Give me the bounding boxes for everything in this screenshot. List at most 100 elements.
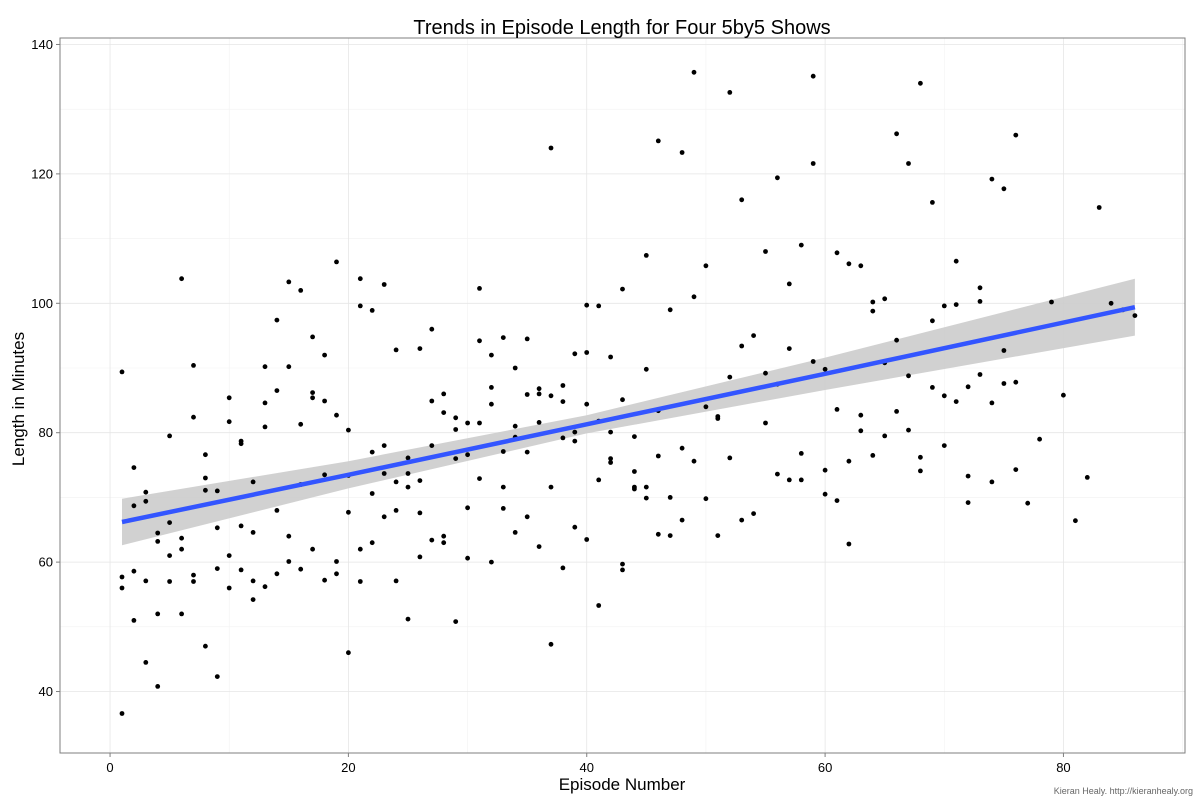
data-point — [167, 434, 172, 439]
data-point — [990, 480, 995, 485]
data-point — [620, 562, 625, 567]
data-point — [406, 617, 411, 622]
data-point — [561, 566, 566, 571]
x-axis-title: Episode Number — [559, 775, 686, 794]
data-point — [441, 392, 446, 397]
data-point — [227, 419, 232, 424]
data-point — [561, 436, 566, 441]
data-point — [501, 506, 506, 511]
data-point — [418, 478, 423, 483]
data-point — [418, 511, 423, 516]
data-point — [358, 547, 363, 552]
data-point — [644, 253, 649, 258]
data-point — [894, 409, 899, 414]
data-point — [227, 553, 232, 558]
y-tick-label: 140 — [31, 37, 53, 52]
data-point — [727, 456, 732, 461]
data-point — [572, 430, 577, 435]
data-point — [334, 559, 339, 564]
data-point — [894, 131, 899, 136]
data-point — [477, 421, 482, 426]
data-point — [120, 586, 125, 591]
data-point — [275, 388, 280, 393]
data-point — [549, 393, 554, 398]
data-point — [990, 401, 995, 406]
data-point — [334, 571, 339, 576]
data-point — [239, 441, 244, 446]
data-point — [215, 674, 220, 679]
data-point — [954, 259, 959, 264]
x-tick-label: 40 — [580, 760, 594, 775]
data-point — [453, 619, 458, 624]
data-point — [751, 333, 756, 338]
data-point — [847, 459, 852, 464]
data-point — [692, 294, 697, 299]
data-point — [441, 540, 446, 545]
data-point — [1073, 518, 1078, 523]
data-point — [453, 456, 458, 461]
data-point — [155, 531, 160, 536]
data-point — [584, 303, 589, 308]
data-point — [1002, 186, 1007, 191]
data-point — [739, 197, 744, 202]
data-point — [275, 318, 280, 323]
data-point — [847, 261, 852, 266]
data-point — [954, 302, 959, 307]
data-point — [668, 533, 673, 538]
data-point — [334, 413, 339, 418]
data-point — [322, 399, 327, 404]
data-point — [155, 684, 160, 689]
data-point — [394, 579, 399, 584]
data-point — [286, 364, 291, 369]
data-point — [322, 353, 327, 358]
data-point — [167, 520, 172, 525]
data-point — [251, 597, 256, 602]
data-point — [799, 243, 804, 248]
data-point — [370, 540, 375, 545]
data-point — [465, 556, 470, 561]
data-point — [298, 288, 303, 293]
data-point — [370, 491, 375, 496]
data-point — [823, 367, 828, 372]
data-point — [227, 586, 232, 591]
data-point — [918, 81, 923, 86]
data-point — [632, 469, 637, 474]
data-point — [668, 495, 673, 500]
y-tick-label: 100 — [31, 296, 53, 311]
data-point — [525, 514, 530, 519]
data-point — [239, 524, 244, 529]
data-point — [501, 335, 506, 340]
data-point — [203, 488, 208, 493]
data-point — [215, 489, 220, 494]
data-point — [584, 402, 589, 407]
data-point — [1013, 133, 1018, 138]
data-point — [549, 642, 554, 647]
data-point — [441, 534, 446, 539]
data-point — [1037, 437, 1042, 442]
data-point — [298, 567, 303, 572]
data-point — [525, 392, 530, 397]
data-point — [966, 474, 971, 479]
x-tick-label: 20 — [341, 760, 355, 775]
data-point — [215, 566, 220, 571]
data-point — [143, 490, 148, 495]
data-point — [835, 250, 840, 255]
data-point — [370, 308, 375, 313]
data-point — [858, 263, 863, 268]
data-point — [263, 425, 268, 430]
y-tick-label: 40 — [39, 684, 53, 699]
data-point — [167, 579, 172, 584]
data-point — [310, 547, 315, 552]
data-point — [620, 397, 625, 402]
data-point — [966, 500, 971, 505]
data-point — [501, 485, 506, 490]
data-point — [525, 337, 530, 342]
data-point — [942, 393, 947, 398]
data-point — [966, 384, 971, 389]
data-point — [823, 468, 828, 473]
data-point — [763, 421, 768, 426]
data-point — [155, 539, 160, 544]
data-point — [572, 351, 577, 356]
data-point — [1002, 348, 1007, 353]
